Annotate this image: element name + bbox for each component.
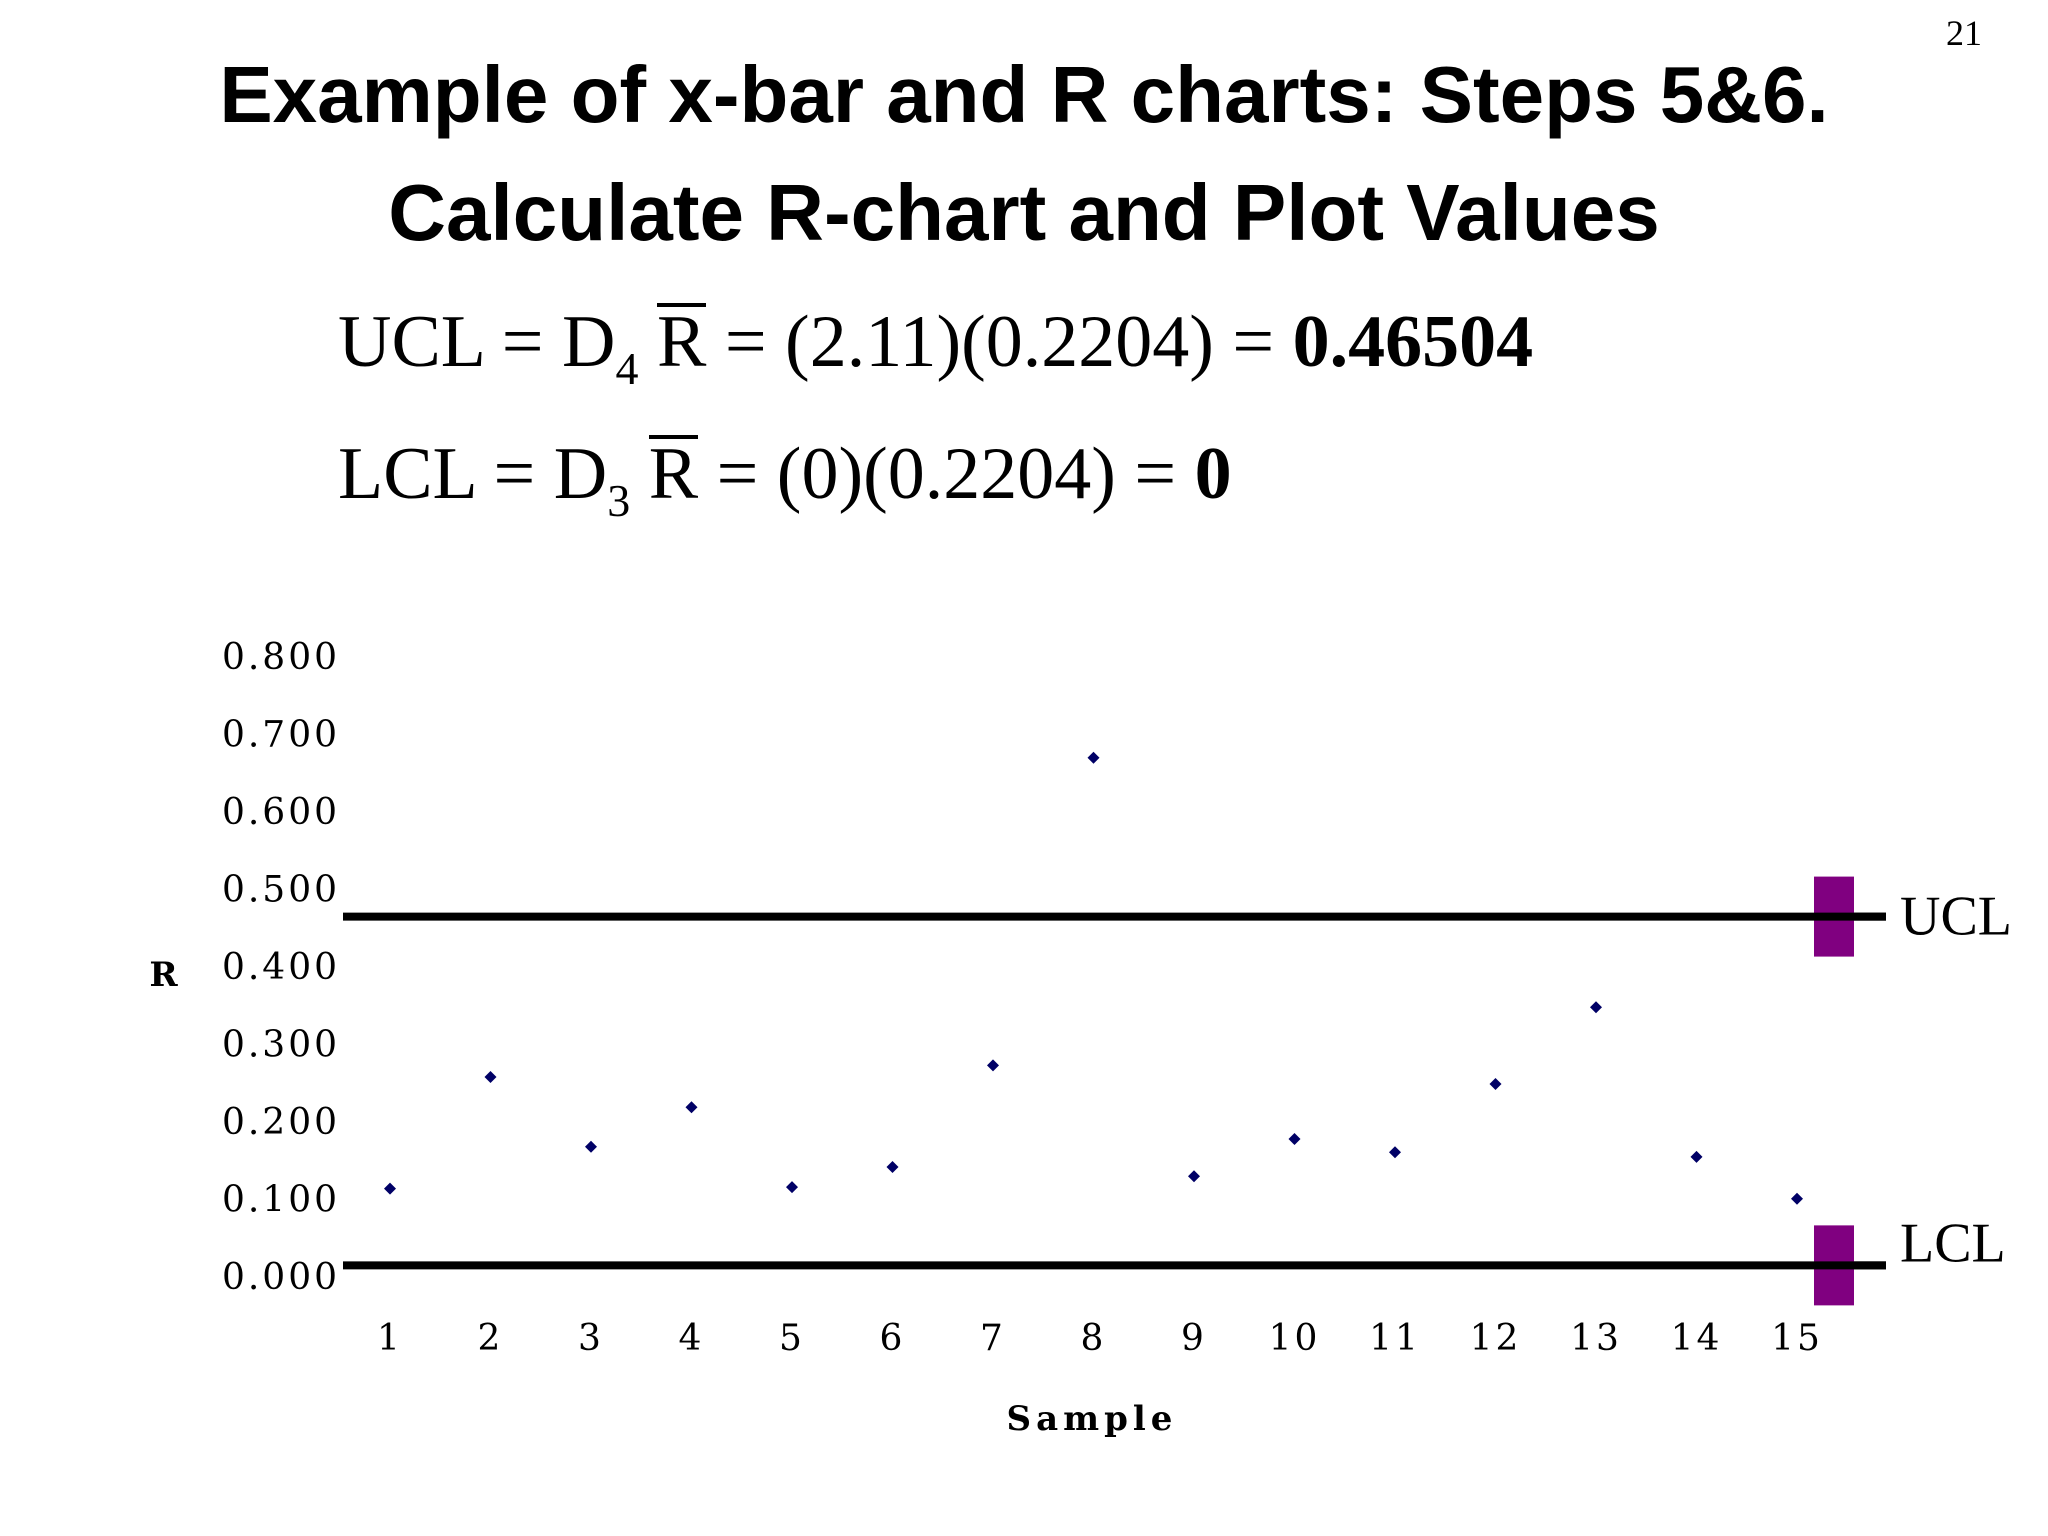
x-tick-label: 6 [880, 1318, 906, 1359]
r-chart: 0.800 0.700 0.600 0.500 0.400 0.300 0.200 0.100… [149, 637, 2012, 1439]
lcl-formula-eq: = [493, 433, 536, 515]
y-tick-label: 0.100 [222, 1180, 340, 1221]
data-point [786, 1181, 798, 1194]
data-point [886, 1160, 899, 1173]
x-tick-label: 14 [1671, 1318, 1723, 1359]
x-tick-label: 4 [679, 1318, 705, 1359]
lcl-formula: LCL = D3 R = (0)(0.2204) = 0 [338, 432, 1232, 527]
lcl-formula-expr: = (0)(0.2204) = [716, 433, 1177, 515]
y-tick-label: 0.600 [222, 792, 340, 833]
reference-lines: UCL LCL [343, 876, 2012, 1306]
ucl-formula-result: 0.46504 [1292, 301, 1534, 383]
data-point [484, 1071, 497, 1084]
title-line-2: Calculate R-chart and Plot Values [388, 168, 1660, 257]
y-tick-label: 0.300 [222, 1025, 340, 1066]
x-tick-label: 15 [1771, 1318, 1823, 1359]
data-point [1288, 1133, 1301, 1146]
slide-number: 21 [1946, 13, 1982, 53]
data-point [1087, 751, 1100, 764]
ucl-formula-rbar: R [656, 301, 707, 383]
ucl-label: UCL [1900, 886, 2012, 948]
ucl-formula-lhs: UCL [338, 301, 484, 383]
data-point [987, 1059, 999, 1072]
x-tick-label: 8 [1081, 1318, 1107, 1359]
data-point [384, 1182, 396, 1195]
x-tick-label: 10 [1269, 1318, 1321, 1359]
lcl-formula-lhs: LCL [338, 433, 476, 515]
data-point [1590, 1001, 1602, 1014]
y-tick-label: 0.400 [222, 947, 340, 988]
y-axis-title: R [149, 955, 182, 995]
x-tick-label: 3 [578, 1318, 604, 1359]
lcl-formula-rbar: R [648, 433, 699, 515]
x-axis-ticks: 1 2 3 4 5 6 7 8 9 10 11 12 13 14 15 [377, 1318, 1823, 1359]
data-point [1791, 1192, 1803, 1205]
x-axis-title: Sample [1007, 1399, 1178, 1439]
x-tick-label: 9 [1181, 1318, 1207, 1359]
data-point [1188, 1170, 1200, 1183]
data-point [1389, 1146, 1401, 1159]
lcl-formula-sub: 3 [607, 475, 631, 526]
y-tick-label: 0.200 [222, 1102, 340, 1143]
y-axis-ticks: 0.800 0.700 0.600 0.500 0.400 0.300 0.200 0.100… [222, 637, 340, 1298]
data-point [1489, 1078, 1502, 1091]
ucl-formula-eq: = [501, 301, 544, 383]
data-point [585, 1140, 597, 1153]
data-points [384, 751, 1803, 1205]
lcl-label: LCL [1900, 1212, 2006, 1274]
ucl-formula-coef: D [562, 301, 616, 383]
x-tick-label: 1 [377, 1318, 403, 1359]
y-tick-label: 0.700 [222, 715, 340, 756]
ucl-formula-expr: = (2.11)(0.2204) = [724, 301, 1275, 383]
x-tick-label: 12 [1470, 1318, 1522, 1359]
data-point [685, 1101, 698, 1114]
x-tick-label: 13 [1570, 1318, 1622, 1359]
y-tick-label: 0.800 [222, 637, 340, 678]
y-tick-label: 0.000 [222, 1257, 340, 1298]
x-tick-label: 2 [478, 1318, 504, 1359]
x-tick-label: 11 [1369, 1318, 1421, 1359]
data-point [1690, 1150, 1703, 1163]
x-tick-label: 7 [980, 1318, 1006, 1359]
lcl-formula-coef: D [553, 433, 608, 515]
title-line-1: Example of x-bar and R charts: Steps 5&6… [219, 50, 1829, 139]
lcl-formula-result: 0 [1194, 433, 1232, 515]
ucl-formula: UCL = D4 R = (2.11)(0.2204) = 0.46504 [338, 300, 1533, 395]
slide-title: Example of x-bar and R charts: Steps 5&6… [0, 36, 2048, 272]
y-tick-label: 0.500 [222, 870, 340, 911]
x-tick-label: 5 [779, 1318, 805, 1359]
ucl-formula-sub: 4 [615, 343, 639, 394]
